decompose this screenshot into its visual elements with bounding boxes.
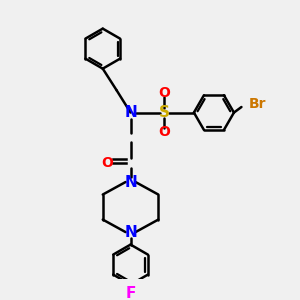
Text: N: N <box>124 175 137 190</box>
Text: N: N <box>124 225 137 240</box>
Text: N: N <box>124 105 137 120</box>
Text: Br: Br <box>249 97 267 111</box>
Text: O: O <box>101 156 113 170</box>
Text: O: O <box>158 125 170 139</box>
Text: O: O <box>158 86 170 100</box>
Text: S: S <box>158 105 169 120</box>
Text: F: F <box>125 286 136 300</box>
